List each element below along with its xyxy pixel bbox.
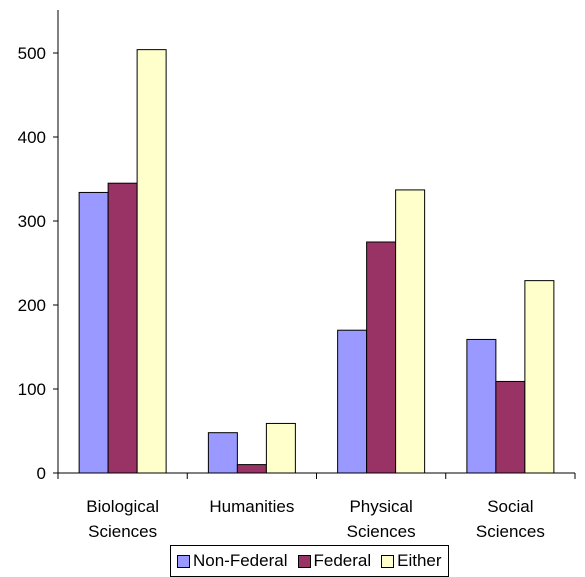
legend-swatch <box>381 554 395 568</box>
bar-non-federal-0 <box>78 191 109 474</box>
legend-item: Federal <box>297 551 372 571</box>
y-tick-label: 0 <box>37 464 46 483</box>
bar-federal-3 <box>495 380 526 474</box>
bar-either-3 <box>524 280 555 474</box>
x-category-label: Sciences <box>476 522 545 541</box>
y-tick-label: 500 <box>18 44 46 63</box>
y-tick-label: 400 <box>18 128 46 147</box>
x-category-label: Sciences <box>347 522 416 541</box>
legend-swatch <box>297 554 311 568</box>
legend-label: Non-Federal <box>193 551 288 570</box>
bar-either-0 <box>136 49 167 474</box>
x-category-label: Humanities <box>209 497 294 516</box>
legend-label: Either <box>397 551 442 570</box>
x-category-label: Biological <box>86 497 159 516</box>
y-tick-label: 200 <box>18 296 46 315</box>
legend-item: Either <box>381 551 442 571</box>
bar-federal-2 <box>366 241 397 474</box>
legend: Non-Federal Federal Either <box>170 545 449 577</box>
y-tick-label: 100 <box>18 380 46 399</box>
y-tick-label: 300 <box>18 212 46 231</box>
bar-federal-1 <box>236 464 267 474</box>
bar-non-federal-3 <box>466 338 497 474</box>
bar-non-federal-1 <box>207 432 238 474</box>
bar-either-1 <box>265 422 296 474</box>
x-category-label: Sciences <box>88 522 157 541</box>
x-category-label: Physical <box>349 497 412 516</box>
legend-swatch <box>177 554 190 568</box>
bar-non-federal-2 <box>337 329 368 474</box>
x-category-label: Social <box>487 497 533 516</box>
legend-item: Non-Federal <box>177 551 288 571</box>
legend-label: Federal <box>313 551 372 570</box>
bar-federal-0 <box>107 182 138 474</box>
bar-either-2 <box>395 189 426 474</box>
